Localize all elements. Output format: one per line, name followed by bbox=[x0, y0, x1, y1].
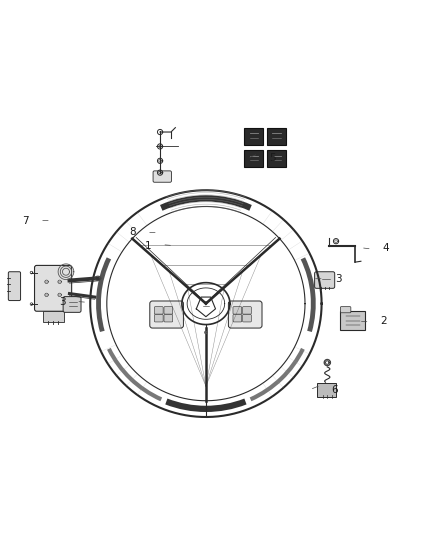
Text: 4: 4 bbox=[383, 243, 389, 253]
Text: 6: 6 bbox=[332, 385, 338, 394]
Text: 8: 8 bbox=[129, 228, 136, 237]
Text: 2: 2 bbox=[381, 316, 387, 326]
FancyBboxPatch shape bbox=[267, 128, 286, 144]
FancyBboxPatch shape bbox=[317, 383, 336, 397]
FancyBboxPatch shape bbox=[164, 306, 173, 314]
FancyBboxPatch shape bbox=[340, 306, 351, 313]
FancyBboxPatch shape bbox=[164, 314, 173, 322]
FancyBboxPatch shape bbox=[153, 171, 171, 182]
FancyBboxPatch shape bbox=[42, 311, 64, 322]
FancyBboxPatch shape bbox=[150, 301, 184, 328]
FancyBboxPatch shape bbox=[154, 314, 163, 322]
FancyBboxPatch shape bbox=[244, 150, 263, 167]
FancyBboxPatch shape bbox=[228, 301, 262, 328]
FancyBboxPatch shape bbox=[267, 150, 286, 167]
Text: 3: 3 bbox=[335, 274, 341, 284]
FancyBboxPatch shape bbox=[233, 314, 242, 322]
FancyBboxPatch shape bbox=[154, 306, 163, 314]
Text: 7: 7 bbox=[22, 216, 29, 225]
FancyBboxPatch shape bbox=[244, 128, 263, 144]
Text: 3: 3 bbox=[59, 297, 65, 308]
FancyBboxPatch shape bbox=[340, 311, 365, 330]
Text: 1: 1 bbox=[145, 240, 151, 251]
FancyBboxPatch shape bbox=[243, 314, 251, 322]
Text: 5: 5 bbox=[269, 153, 276, 163]
FancyBboxPatch shape bbox=[63, 297, 81, 312]
FancyBboxPatch shape bbox=[233, 306, 242, 314]
FancyBboxPatch shape bbox=[243, 306, 251, 314]
FancyBboxPatch shape bbox=[35, 265, 72, 311]
FancyBboxPatch shape bbox=[314, 272, 335, 288]
FancyBboxPatch shape bbox=[8, 272, 21, 301]
